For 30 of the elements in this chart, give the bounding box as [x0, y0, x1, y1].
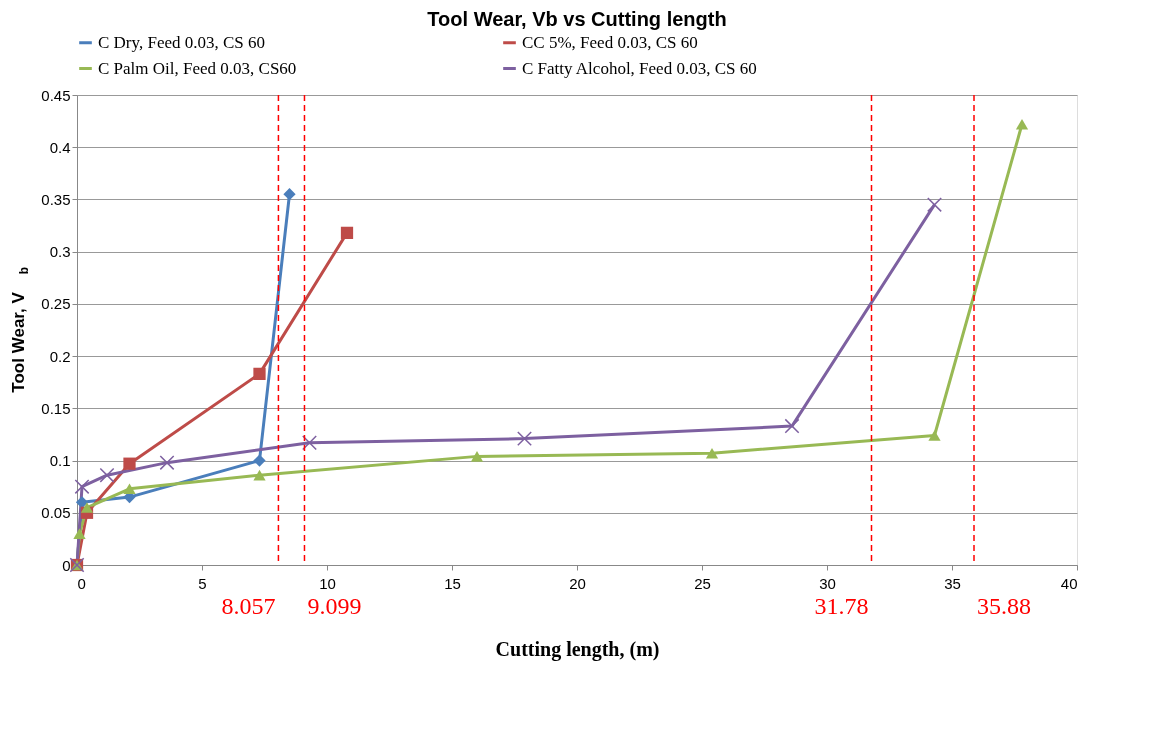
- legend-label: C Palm Oil, Feed 0.03, CS60: [98, 58, 297, 78]
- x-tick-label: 0: [77, 574, 86, 592]
- x-tick-label: 30: [819, 574, 836, 592]
- x-tick-label: 25: [694, 574, 711, 592]
- x-tick-label: 10: [319, 574, 336, 592]
- x-tick-label: 40: [1060, 574, 1078, 592]
- ref-line-label: 9.099: [307, 593, 362, 619]
- y-tick-label: 0.3: [49, 243, 71, 261]
- y-tick-label: 0.4: [49, 138, 71, 156]
- y-tick-label: 0.1: [49, 452, 71, 470]
- legend-label: C Dry, Feed 0.03, CS 60: [98, 32, 266, 52]
- legend-label: C Fatty Alcohol, Feed 0.03, CS 60: [522, 58, 757, 78]
- y-tick-label: 0: [62, 556, 71, 574]
- y-tick-label: 0.35: [41, 190, 71, 208]
- x-tick-label: 20: [569, 574, 586, 592]
- y-tick-label: 0.15: [41, 399, 71, 417]
- ref-line-label: 31.78: [814, 593, 869, 619]
- x-tick-label: 35: [944, 574, 961, 592]
- y-axis-title: Tool Wear, Vb: [9, 266, 31, 393]
- chart-title: Tool Wear, Vb vs Cutting length: [427, 8, 727, 30]
- y-tick-label: 0.2: [49, 347, 71, 365]
- y-tick-label: 0.05: [41, 504, 71, 522]
- x-tick-label: 5: [198, 574, 207, 592]
- legend-label: CC 5%, Feed 0.03, CS 60: [522, 32, 698, 52]
- x-axis-title: Cutting length, (m): [495, 637, 660, 661]
- y-tick-label: 0.45: [41, 86, 71, 104]
- ref-line-label: 8.057: [221, 593, 276, 619]
- y-tick-label: 0.25: [41, 295, 71, 313]
- x-tick-label: 15: [444, 574, 461, 592]
- ref-line-label: 35.88: [977, 593, 1031, 619]
